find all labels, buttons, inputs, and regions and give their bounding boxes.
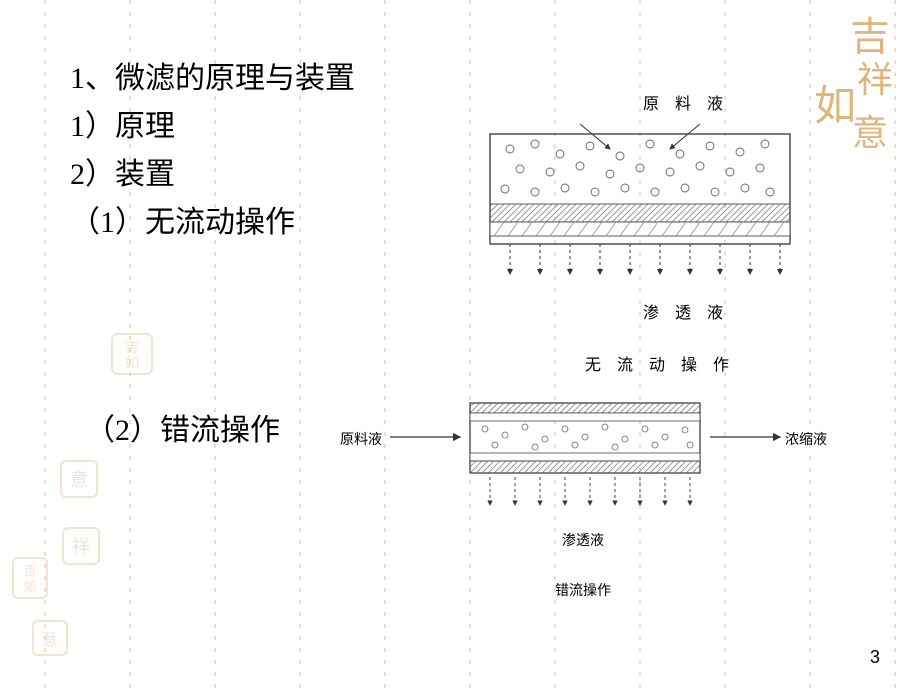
svg-text:意: 意: [852, 113, 888, 153]
seal-decoration: 吉 如: [108, 330, 156, 378]
diagram2-bottom-label: 渗透液: [562, 530, 604, 550]
svg-text:吉: 吉: [23, 563, 36, 578]
heading-4: （1）无流动操作: [70, 199, 355, 247]
heading-3: 2）装置: [70, 151, 355, 199]
seal-decoration: 意: [58, 458, 100, 500]
diagram2-svg: [330, 385, 840, 545]
diagram2-left-label: 原料液: [340, 429, 382, 449]
outline-text: 1、微滤的原理与装置 1）原理 2）装置 （1）无流动操作: [70, 55, 355, 247]
svg-text:祥: 祥: [857, 60, 893, 100]
diagram1-top-label: 原 料 液: [542, 90, 830, 114]
diagram-deadend: 原 料 液: [450, 90, 830, 375]
svg-text:意: 意: [42, 630, 58, 649]
seal-decoration: 意: [30, 618, 70, 658]
heading-2: 1）原理: [70, 103, 355, 151]
diagram1-bottom-label: 渗 透 液: [542, 299, 830, 323]
heading-5: （2）错流操作: [85, 405, 280, 449]
svg-text:吉: 吉: [125, 340, 139, 356]
seal-decoration: 吉 如: [10, 555, 50, 601]
svg-text:吉: 吉: [850, 14, 890, 59]
diagram2-caption: 错流操作: [555, 580, 611, 600]
seal-decoration: 祥: [60, 525, 102, 567]
heading-1: 1、微滤的原理与装置: [70, 55, 355, 103]
svg-text:如: 如: [23, 579, 36, 594]
diagram1-caption: 无 流 动 操 作: [490, 351, 830, 375]
svg-text:如: 如: [125, 356, 139, 372]
diagram2-right-label: 浓缩液: [785, 429, 827, 449]
svg-text:意: 意: [70, 470, 88, 490]
page-number: 3: [870, 647, 880, 668]
diagram1-svg: [450, 114, 830, 294]
diagram-crossflow: 原料液 浓缩液 渗透液 错流操作: [330, 385, 840, 550]
svg-text:祥: 祥: [72, 537, 90, 557]
